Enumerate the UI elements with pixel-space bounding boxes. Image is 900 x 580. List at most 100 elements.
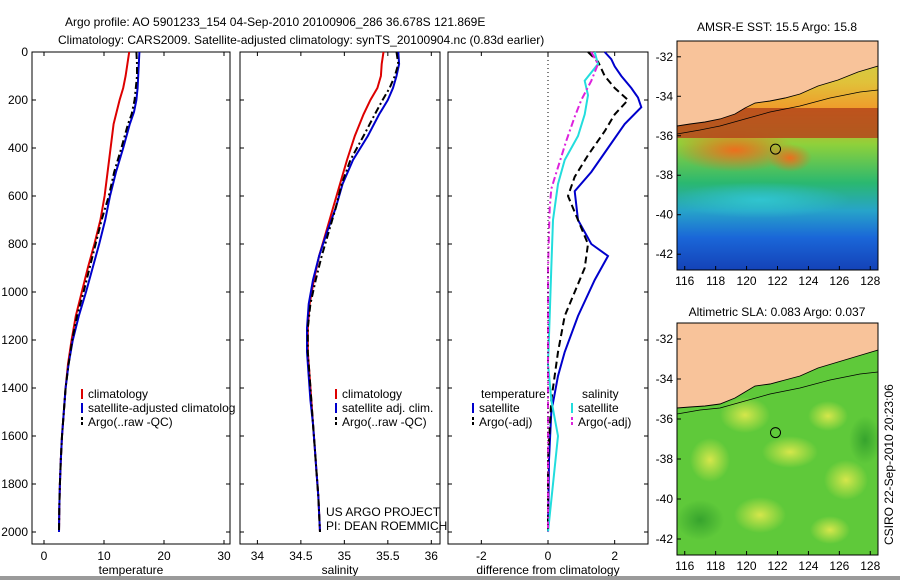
map-x-tick-label: 120 (737, 274, 757, 288)
series-line-climatology (306, 51, 385, 533)
x-axis-label: difference from climatology (476, 563, 619, 577)
map-y-tick-label: -42 (656, 247, 674, 261)
y-tick-label: 1200 (1, 333, 28, 347)
sla-high-4 (690, 438, 730, 482)
map-y-tick-label: -36 (656, 412, 674, 426)
sla-shelf-contour (677, 371, 878, 415)
map-y-tick-label: -40 (656, 492, 674, 506)
sst-shelf-contour (677, 89, 878, 135)
sst-cyan-tongue (677, 182, 850, 218)
y-tick-label: 0 (21, 45, 28, 59)
sst-argo-marker (770, 143, 781, 155)
series-line-temperature-argo-adj- (547, 51, 630, 532)
sla-coastline (677, 349, 878, 409)
x-axis-label: salinity (322, 563, 359, 577)
sla-high-7 (810, 516, 850, 544)
sla-low-1 (677, 500, 724, 540)
series-line-satellite-adj-clim- (306, 51, 401, 533)
sst-map-title: AMSR-E SST: 15.5 Argo: 15.8 (697, 20, 857, 34)
x-tick-label: 34.5 (289, 549, 313, 563)
map-x-tick-label: 124 (798, 274, 818, 288)
map-x-tick-label: 122 (767, 559, 787, 573)
header-line-1: Argo profile: AO 5901233_154 04-Sep-2010… (65, 15, 485, 29)
y-tick-label: 2000 (1, 525, 28, 539)
sla-map-title: Altimetric SLA: 0.083 Argo: 0.037 (689, 305, 866, 319)
x-tick-label: 2 (611, 549, 618, 563)
map-x-tick-label: 116 (675, 274, 694, 288)
legend-label: climatology (88, 387, 148, 401)
map-y-tick-label: -38 (656, 168, 674, 182)
x-tick-label: 36 (425, 549, 439, 563)
temperature-panel: 0 10 20 30 0 200 400 600 800 1000 1200 1400 1600 1800… (1, 45, 235, 577)
bottom-bar (0, 576, 900, 580)
map-y-tick-label: -42 (656, 532, 674, 546)
sst-warm-patch (677, 128, 795, 172)
sst-coastline (677, 65, 878, 127)
x-tick-label: -2 (476, 549, 487, 563)
map-y-tick-label: -34 (656, 372, 674, 386)
legend-label: satellite adj. clim. (342, 401, 433, 415)
legend-label: Argo(-adj) (578, 415, 631, 429)
x-tick-label: 34 (251, 549, 265, 563)
side-stamp: CSIRO 22-Sep-2010 20:23:06 (882, 384, 896, 545)
legend-group-title-temperature: temperature (481, 387, 546, 401)
y-tick-label: 600 (8, 189, 28, 203)
x-tick-label: 20 (157, 549, 171, 563)
legend-label: satellite (578, 401, 619, 415)
map-y-tick-label: -38 (656, 452, 674, 466)
sla-map: Altimetric SLA: 0.083 Argo: 0.037 116 118… (656, 305, 881, 573)
series-line-argo-raw-qc- (306, 51, 400, 533)
map-y-tick-label: -32 (656, 50, 674, 64)
y-tick-label: 1600 (1, 429, 28, 443)
map-x-tick-label: 128 (860, 559, 880, 573)
sla-land (677, 323, 878, 408)
map-x-tick-label: 118 (706, 274, 725, 288)
map-y-tick-label: -32 (656, 332, 674, 346)
legend-label: satellite-adjusted climatolog (88, 401, 235, 415)
legend-label: Argo(..raw -QC) (88, 415, 173, 429)
map-y-tick-label: -36 (656, 129, 674, 143)
map-x-tick-label: 122 (767, 274, 787, 288)
sla-low-2 (849, 416, 878, 464)
x-axis-label: temperature (99, 563, 164, 577)
y-tick-label: 800 (8, 237, 28, 251)
sla-argo-marker (770, 427, 781, 439)
sst-land (677, 41, 878, 126)
series-line-argo-raw-qc- (58, 51, 138, 533)
y-tick-label: 1400 (1, 381, 28, 395)
legend-label: Argo(-adj) (479, 415, 532, 429)
map-x-tick-label: 118 (706, 559, 725, 573)
series-line-satellite-adjusted-climatolog (58, 51, 141, 533)
series-line-temperature-satellite (547, 51, 643, 533)
salinity-panel: 34 34.5 35 35.5 36 salinity climatologysatelli… (239, 51, 441, 577)
x-tick-label: 0 (41, 549, 48, 563)
y-tick-label: 400 (8, 141, 28, 155)
series-line-salinity-satellite (546, 51, 600, 533)
map-x-tick-label: 126 (829, 559, 849, 573)
legend-group-title-salinity: salinity (582, 387, 619, 401)
map-y-tick-label: -34 (656, 89, 674, 103)
map-x-tick-label: 126 (829, 274, 849, 288)
x-tick-label: 0 (545, 549, 552, 563)
y-tick-label: 1800 (1, 477, 28, 491)
sla-high-3 (762, 436, 818, 468)
x-tick-label: 35 (338, 549, 352, 563)
legend-label: Argo(..raw -QC) (342, 415, 427, 429)
sst-map: AMSR-E SST: 15.5 Argo: 15.8 116 118 120 122… (656, 20, 881, 288)
map-x-tick-label: 124 (798, 559, 818, 573)
y-tick-label: 200 (8, 93, 28, 107)
map-x-tick-label: 116 (675, 559, 694, 573)
x-tick-label: 35.5 (376, 549, 400, 563)
y-tick-label: 1000 (1, 285, 28, 299)
map-x-tick-label: 120 (737, 559, 757, 573)
sla-high-2 (808, 401, 848, 431)
header-line-2: Climatology: CARS2009. Satellite-adjuste… (58, 33, 544, 47)
map-y-tick-label: -40 (656, 208, 674, 222)
x-tick-label: 30 (217, 549, 231, 563)
series-line-climatology (58, 51, 131, 533)
credit-line-1: US ARGO PROJECT (326, 505, 441, 519)
sla-high-6 (734, 497, 786, 533)
x-tick-label: 10 (97, 549, 111, 563)
